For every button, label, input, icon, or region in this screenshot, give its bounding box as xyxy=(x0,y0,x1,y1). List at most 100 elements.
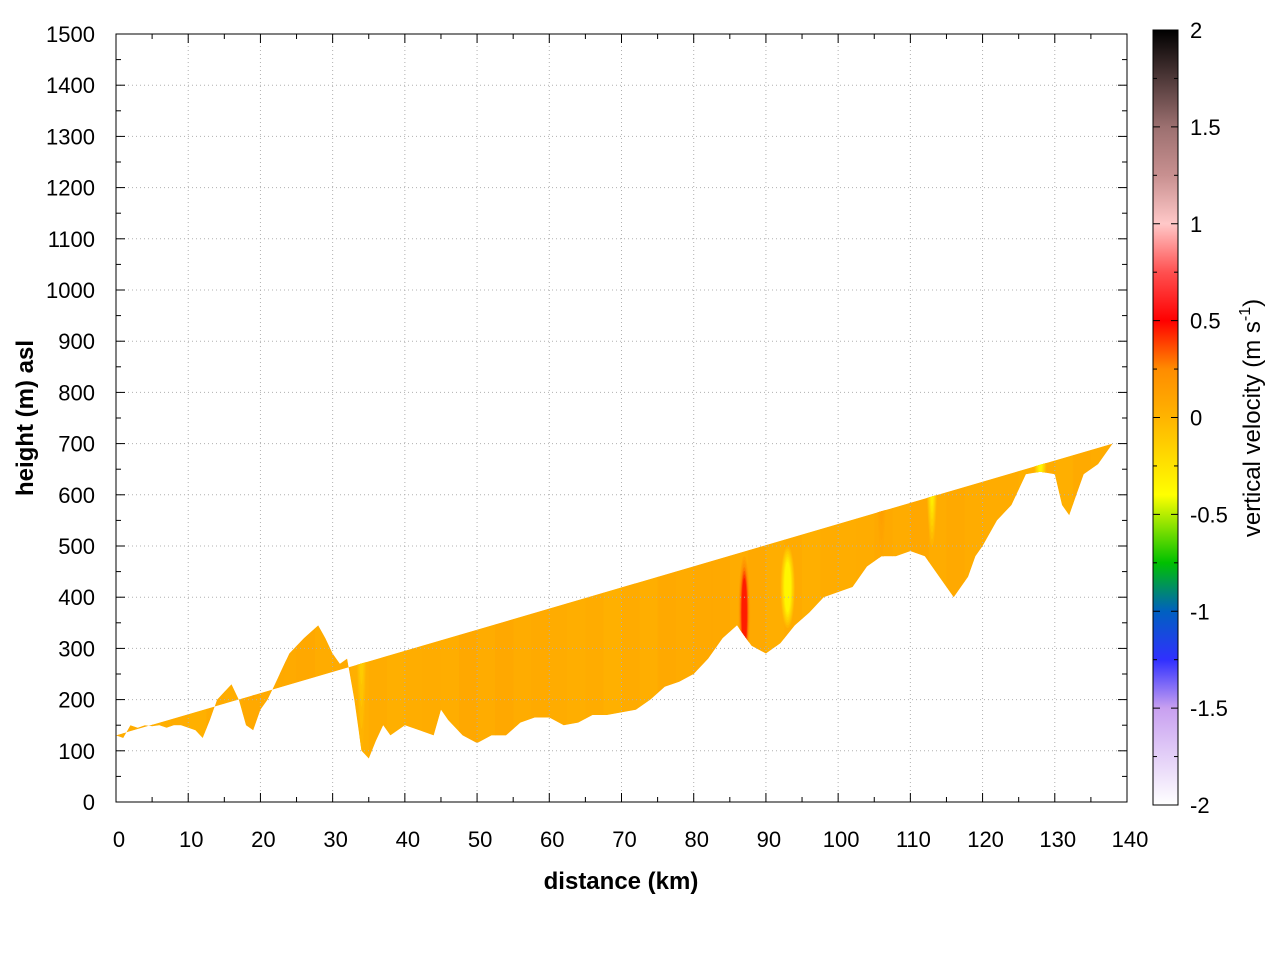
colorbar-tick-label: -0.5 xyxy=(1190,502,1228,527)
contour-level xyxy=(334,443,346,599)
contour-level xyxy=(333,443,347,639)
field-band xyxy=(657,443,677,759)
contour-level xyxy=(203,443,217,506)
field-band xyxy=(567,443,586,759)
contour-level xyxy=(875,443,888,541)
contour-level xyxy=(355,443,368,707)
downdraft xyxy=(116,443,131,736)
y-tick-label: 1400 xyxy=(46,73,95,98)
field-band xyxy=(982,443,1002,759)
contour-level xyxy=(117,443,130,691)
contour-level xyxy=(116,443,131,736)
field-band xyxy=(820,443,839,759)
colorbar-title: vertical velocity (m s-1) xyxy=(1237,299,1266,537)
field-band xyxy=(838,443,857,759)
field-band xyxy=(549,443,568,759)
field-band xyxy=(729,443,749,759)
y-tick-label: 1200 xyxy=(46,176,95,201)
field-band xyxy=(368,443,388,759)
y-tick-label: 1300 xyxy=(46,124,95,149)
contour-level xyxy=(275,443,289,602)
colorbar-tick-label: -1.5 xyxy=(1190,696,1228,721)
colorbar-tick-label: 0.5 xyxy=(1190,309,1221,334)
downdraft xyxy=(354,443,369,751)
field-band xyxy=(874,443,893,759)
downdraft xyxy=(332,443,348,659)
contour-level xyxy=(354,443,369,751)
contour-level xyxy=(1033,443,1047,500)
field-band xyxy=(495,443,514,759)
field-band xyxy=(513,443,532,759)
field-band xyxy=(585,443,604,759)
contour-level xyxy=(1037,443,1044,474)
contour-level xyxy=(878,443,885,478)
x-tick-label: 120 xyxy=(967,827,1004,852)
field-band xyxy=(170,443,189,759)
field-band xyxy=(693,443,713,759)
contour-level xyxy=(118,443,128,647)
field-band xyxy=(856,443,875,759)
contour-level xyxy=(1033,443,1048,506)
contour-level xyxy=(874,443,889,572)
contour-level xyxy=(358,443,365,619)
field-band xyxy=(386,443,406,759)
contour-level xyxy=(248,443,258,594)
x-tick-label: 100 xyxy=(823,827,860,852)
contour-level xyxy=(246,443,261,658)
updraft xyxy=(874,443,889,572)
contour-level xyxy=(120,443,127,603)
contour-level xyxy=(145,443,159,664)
contour-level xyxy=(271,443,293,685)
field-band xyxy=(910,443,929,759)
y-tick-label: 1000 xyxy=(46,278,95,303)
field-band xyxy=(296,443,316,759)
field-band xyxy=(459,443,478,759)
updraft xyxy=(738,556,751,669)
contour-level xyxy=(119,443,128,625)
contour-level xyxy=(335,443,345,579)
field-band xyxy=(675,443,695,759)
contour-level xyxy=(336,443,344,559)
colorbar-title-main: vertical velocity (m s xyxy=(1239,321,1266,537)
field-band xyxy=(314,443,334,759)
x-tick-label: 20 xyxy=(251,827,275,852)
contour-level xyxy=(332,443,348,659)
contour-level xyxy=(741,578,747,648)
field-band xyxy=(278,443,298,759)
contour-level xyxy=(145,443,160,685)
y-tick-label: 1100 xyxy=(48,227,95,252)
updraft xyxy=(271,443,293,685)
colorbar-tick-label: 0 xyxy=(1190,406,1202,431)
x-tick-label: 10 xyxy=(179,827,203,852)
x-axis-tick-labels: 0 10 20 30 40 50 60 70 80 90 100 110 120 130 140 xyxy=(113,827,1148,852)
y-axis-tick-labels: 0 100 200 300 400 500 600 700 800 900 1000 1100 1200… xyxy=(46,22,95,815)
colorbar-tick-labels: 2 1.5 1 0.5 0 -0.5 -1 -1.5 -2 xyxy=(1190,18,1228,818)
colorbar-tick-label: 1.5 xyxy=(1190,115,1221,140)
field-band xyxy=(152,443,171,759)
field-band xyxy=(260,443,279,759)
field-band xyxy=(711,443,731,759)
contour-level xyxy=(244,443,262,700)
field-band xyxy=(946,443,966,759)
field-band xyxy=(1090,443,1110,759)
contour-level xyxy=(276,443,288,582)
grid-lines xyxy=(116,34,1127,802)
contour-level xyxy=(277,443,287,561)
colorbar-tick-label: -1 xyxy=(1190,599,1210,624)
field-band xyxy=(531,443,550,759)
contour-level xyxy=(273,443,291,644)
y-tick-label: 300 xyxy=(58,636,95,661)
y-tick-label: 700 xyxy=(58,432,95,457)
x-tick-label: 110 xyxy=(896,827,931,852)
field-band xyxy=(802,443,821,759)
contour-level xyxy=(144,443,161,705)
contour-level xyxy=(357,443,366,641)
field-band xyxy=(206,443,225,759)
field-band xyxy=(639,443,659,759)
contour-level xyxy=(272,443,292,664)
contour-level xyxy=(148,443,156,602)
field-band xyxy=(765,443,785,759)
colorbar-tick-label: -2 xyxy=(1190,793,1210,818)
field-band xyxy=(1054,443,1074,759)
